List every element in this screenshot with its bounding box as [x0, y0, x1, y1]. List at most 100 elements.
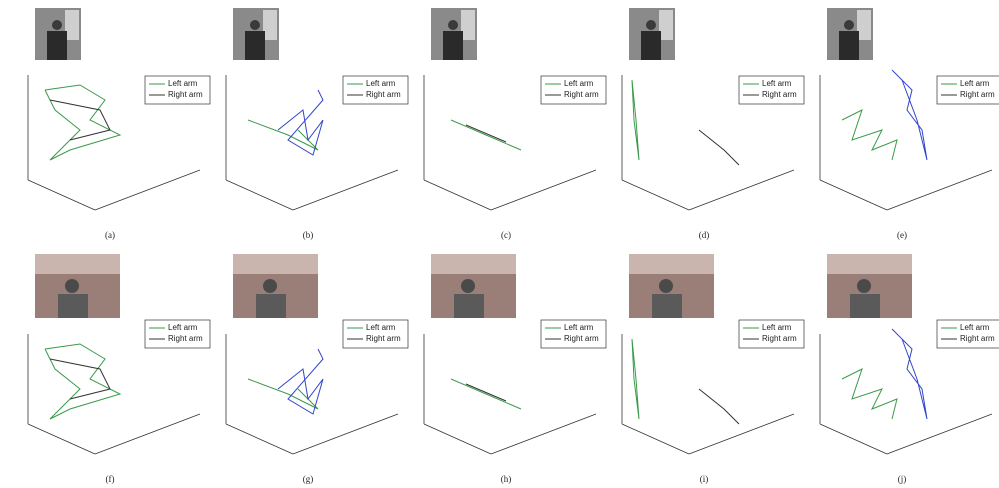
right-arm-trajectory [465, 124, 507, 143]
legend-box [342, 319, 409, 349]
left-arm-trajectory [841, 368, 898, 420]
person-head [448, 20, 458, 30]
person-head [250, 20, 260, 30]
person-head [659, 279, 673, 293]
panel-label: (f) [106, 474, 115, 484]
photo-wall [431, 254, 516, 274]
legend-entry: Right arm [762, 90, 797, 99]
y-axis [688, 413, 795, 455]
legend-box [936, 75, 999, 105]
person-body [454, 294, 484, 318]
legend-box [936, 319, 999, 349]
y-axis [886, 169, 993, 211]
right-arm-trajectory [49, 99, 111, 141]
panel-label: (b) [303, 230, 314, 240]
left-arm-trajectory [631, 79, 640, 161]
legend-entry: Left arm [168, 323, 198, 332]
panel: Left arm Right arm (b) [225, 8, 409, 240]
panel: Left arm Right arm (g) [225, 254, 409, 484]
left-arm-trajectory [631, 338, 640, 420]
panel-label: (i) [700, 474, 709, 484]
person-body [58, 294, 88, 318]
left-arm-trajectory [450, 119, 522, 151]
person-body [245, 31, 265, 60]
legend-entry: Left arm [564, 79, 594, 88]
legend-entry: Left arm [564, 323, 594, 332]
left-arm-trajectory [450, 378, 522, 410]
photo-window [461, 10, 475, 40]
person-body [256, 294, 286, 318]
x-axis [621, 423, 690, 455]
panel: Left arm Right arm (d) [621, 8, 805, 240]
right-arm-trajectory [277, 89, 324, 156]
left-arm-trajectory [841, 109, 898, 161]
y-axis [490, 413, 597, 455]
panel-label: (j) [898, 474, 907, 484]
person-body [47, 31, 67, 60]
panel: Left arm Right arm (i) [621, 254, 805, 484]
left-arm-trajectory [44, 84, 122, 161]
x-axis [423, 179, 492, 211]
legend-entry: Right arm [168, 90, 203, 99]
legend-entry: Right arm [960, 90, 995, 99]
x-axis [819, 179, 888, 211]
y-axis [688, 169, 795, 211]
y-axis [490, 169, 597, 211]
person-head [844, 20, 854, 30]
photo-window [65, 10, 79, 40]
person-head [461, 279, 475, 293]
photo-wall [233, 254, 318, 274]
legend-box [738, 319, 805, 349]
photo-window [263, 10, 277, 40]
legend-entry: Right arm [366, 90, 401, 99]
person-body [641, 31, 661, 60]
panel-label: (d) [699, 230, 710, 240]
right-arm-trajectory [698, 388, 740, 425]
x-axis [27, 423, 96, 455]
right-arm-trajectory [891, 69, 928, 161]
y-axis [94, 413, 201, 455]
left-arm-trajectory [44, 343, 122, 420]
panel-label: (h) [501, 474, 512, 484]
legend-entry: Right arm [762, 334, 797, 343]
y-axis [292, 413, 399, 455]
legend-entry: Left arm [960, 79, 990, 88]
panel-label: (g) [303, 474, 314, 484]
person-head [857, 279, 871, 293]
legend-entry: Left arm [366, 323, 396, 332]
photo-window [857, 10, 871, 40]
x-axis [225, 423, 294, 455]
right-arm-trajectory [465, 383, 507, 402]
panel: Left arm Right arm (f) [27, 254, 211, 484]
photo-wall [35, 254, 120, 274]
y-axis [94, 169, 201, 211]
panel: Left arm Right arm (a) [27, 8, 211, 240]
legend-entry: Left arm [762, 323, 792, 332]
x-axis [225, 179, 294, 211]
person-head [65, 279, 79, 293]
person-head [52, 20, 62, 30]
panel: Left arm Right arm (j) [819, 254, 999, 484]
person-body [443, 31, 463, 60]
person-body [652, 294, 682, 318]
panel-label: (e) [897, 230, 907, 240]
legend-entry: Right arm [564, 90, 599, 99]
legend-entry: Left arm [366, 79, 396, 88]
panel: Left arm Right arm (h) [423, 254, 607, 484]
photo-wall [629, 254, 714, 274]
panel-label: (c) [501, 230, 511, 240]
legend-box [342, 75, 409, 105]
legend-box [738, 75, 805, 105]
photo-wall [827, 254, 912, 274]
panel-label: (a) [105, 230, 115, 240]
right-arm-trajectory [698, 129, 740, 166]
panel: Left arm Right arm (c) [423, 8, 607, 240]
person-head [263, 279, 277, 293]
legend-box [540, 319, 607, 349]
legend-entry: Right arm [366, 334, 401, 343]
person-head [646, 20, 656, 30]
right-arm-trajectory [277, 348, 324, 415]
legend-entry: Left arm [960, 323, 990, 332]
x-axis [423, 423, 492, 455]
y-axis [886, 413, 993, 455]
